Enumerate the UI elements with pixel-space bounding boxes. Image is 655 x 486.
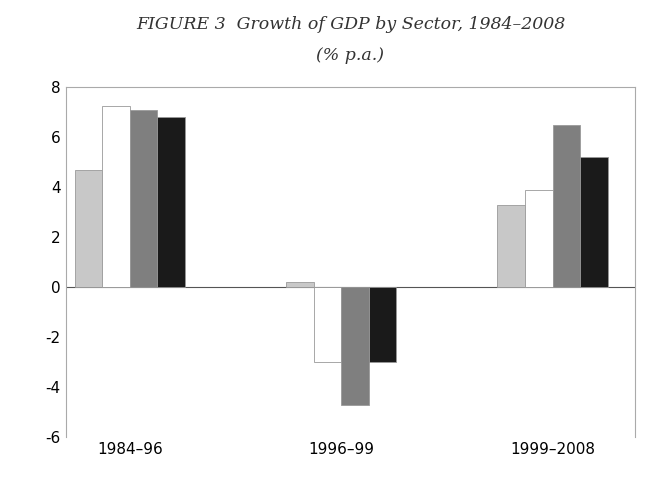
Text: (% p.a.): (% p.a.) bbox=[316, 48, 384, 64]
Bar bbox=[102, 106, 130, 287]
Bar bbox=[525, 190, 553, 287]
Bar bbox=[286, 282, 314, 287]
Bar bbox=[157, 118, 185, 287]
Bar bbox=[369, 287, 396, 363]
Bar bbox=[314, 287, 341, 363]
Bar bbox=[341, 287, 369, 405]
Bar bbox=[498, 205, 525, 287]
Bar bbox=[130, 110, 157, 287]
Bar bbox=[553, 125, 580, 287]
Bar bbox=[580, 157, 608, 287]
Text: FIGURE 3  Growth of GDP by Sector, 1984–2008: FIGURE 3 Growth of GDP by Sector, 1984–2… bbox=[136, 16, 565, 33]
Bar bbox=[75, 170, 102, 287]
